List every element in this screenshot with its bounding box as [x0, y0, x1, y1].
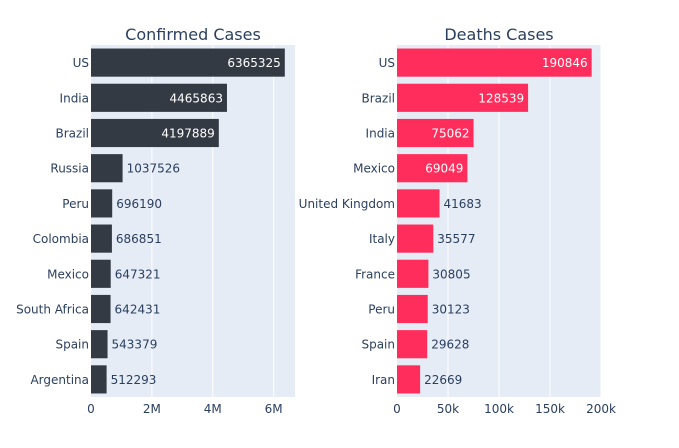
- confirmed-bar-value-label: 543379: [112, 338, 158, 352]
- deaths-bar-value-label: 35577: [437, 232, 475, 246]
- confirmed-category-label: Colombia: [33, 232, 89, 246]
- confirmed-bar-value-label: 647321: [115, 267, 161, 281]
- confirmed-category-label: Russia: [50, 162, 89, 176]
- confirmed-bar[interactable]: [91, 118, 219, 148]
- deaths-category-labels: US Brazil India Mexico United Kingdom Italy Fr…: [299, 56, 395, 387]
- deaths-x-tick-label: 100k: [484, 402, 514, 416]
- deaths-category-label: Italy: [369, 232, 395, 246]
- confirmed-category-label: South Africa: [16, 303, 89, 317]
- confirmed-bar-value-label: 4197889: [161, 127, 214, 141]
- confirmed-category-label: India: [60, 91, 89, 105]
- confirmed-x-tick-label: 0: [87, 402, 95, 416]
- confirmed-bar-value-label: 642431: [115, 303, 161, 317]
- confirmed-x-tick-label: 4M: [204, 402, 222, 416]
- confirmed-bar-value-label: 6365325: [227, 56, 280, 70]
- deaths-bar[interactable]: [397, 83, 529, 112]
- confirmed-category-label: Mexico: [47, 267, 89, 281]
- confirmed-bar-value-label: 512293: [111, 373, 157, 387]
- deaths-cases-chart: 190846 128539 75062 69049 41683 35577 30805 301…: [299, 25, 616, 416]
- deaths-bars: 190846 128539 75062 69049 41683 35577 30805 301…: [397, 48, 592, 394]
- confirmed-bar[interactable]: [91, 330, 108, 359]
- confirmed-bar[interactable]: [91, 83, 227, 112]
- confirmed-category-label: Spain: [55, 338, 89, 352]
- deaths-bar[interactable]: [397, 189, 440, 218]
- deaths-chart-title: Deaths Cases: [444, 25, 553, 44]
- deaths-category-label: Mexico: [353, 162, 395, 176]
- confirmed-bar-value-label: 696190: [116, 197, 162, 211]
- confirmed-bar-value-label: 1037526: [127, 162, 180, 176]
- deaths-bar[interactable]: [397, 224, 434, 253]
- confirmed-bar-value-label: 4465863: [170, 91, 223, 105]
- deaths-x-tick-label: 150k: [535, 402, 565, 416]
- deaths-bar[interactable]: [397, 330, 428, 359]
- deaths-bar[interactable]: [397, 365, 421, 394]
- confirmed-category-label: Peru: [62, 197, 89, 211]
- confirmed-bar[interactable]: [91, 224, 112, 253]
- deaths-bar-value-label: 30123: [432, 303, 470, 317]
- confirmed-category-label: US: [73, 56, 89, 70]
- confirmed-x-tick-label: 2M: [143, 402, 161, 416]
- confirmed-category-label: Brazil: [56, 127, 90, 141]
- deaths-bar[interactable]: [397, 48, 592, 77]
- deaths-bar-value-label: 22669: [424, 373, 462, 387]
- confirmed-bar[interactable]: [91, 259, 111, 288]
- confirmed-bar[interactable]: [91, 48, 285, 77]
- deaths-bar-value-label: 190846: [542, 56, 588, 70]
- deaths-x-tick-label: 200k: [586, 402, 616, 416]
- deaths-bar-value-label: 29628: [431, 338, 469, 352]
- confirmed-bar[interactable]: [91, 294, 111, 324]
- confirmed-chart-title: Confirmed Cases: [125, 25, 261, 44]
- deaths-bar-value-label: 41683: [444, 197, 482, 211]
- deaths-bar[interactable]: [397, 294, 428, 324]
- confirmed-bar[interactable]: [91, 154, 123, 183]
- confirmed-bar-value-label: 686851: [116, 232, 162, 246]
- confirmed-bars: 6365325 4465863 4197889 1037526 696190 686851…: [91, 48, 285, 394]
- deaths-bar[interactable]: [397, 259, 429, 288]
- confirmed-x-ticks: 0 2M 4M 6M: [87, 402, 283, 416]
- deaths-category-label: Spain: [361, 338, 395, 352]
- deaths-category-label: Peru: [368, 303, 395, 317]
- confirmed-bar[interactable]: [91, 189, 113, 218]
- deaths-category-label: France: [355, 267, 395, 281]
- deaths-x-ticks: 0 50k 100k 150k 200k: [393, 402, 616, 416]
- deaths-bar-value-label: 75062: [431, 127, 469, 141]
- deaths-bar-value-label: 128539: [478, 91, 524, 105]
- confirmed-category-label: Argentina: [30, 373, 89, 387]
- deaths-bar[interactable]: [397, 154, 468, 183]
- deaths-bar-value-label: 69049: [425, 162, 463, 176]
- deaths-category-label: Brazil: [362, 91, 396, 105]
- confirmed-bar[interactable]: [91, 365, 107, 394]
- deaths-bar[interactable]: [397, 118, 474, 148]
- confirmed-category-labels: US India Brazil Russia Peru Colombia Mexico Sou…: [16, 56, 89, 387]
- deaths-bar-value-label: 30805: [432, 267, 470, 281]
- confirmed-x-tick-label: 6M: [265, 402, 283, 416]
- deaths-category-label: US: [379, 56, 395, 70]
- confirmed-cases-chart: 6365325 4465863 4197889 1037526 696190 686851…: [16, 25, 295, 416]
- deaths-category-label: Iran: [372, 373, 395, 387]
- deaths-x-tick-label: 50k: [437, 402, 459, 416]
- deaths-category-label: India: [366, 127, 395, 141]
- deaths-category-label: United Kingdom: [299, 197, 395, 211]
- deaths-x-tick-label: 0: [393, 402, 401, 416]
